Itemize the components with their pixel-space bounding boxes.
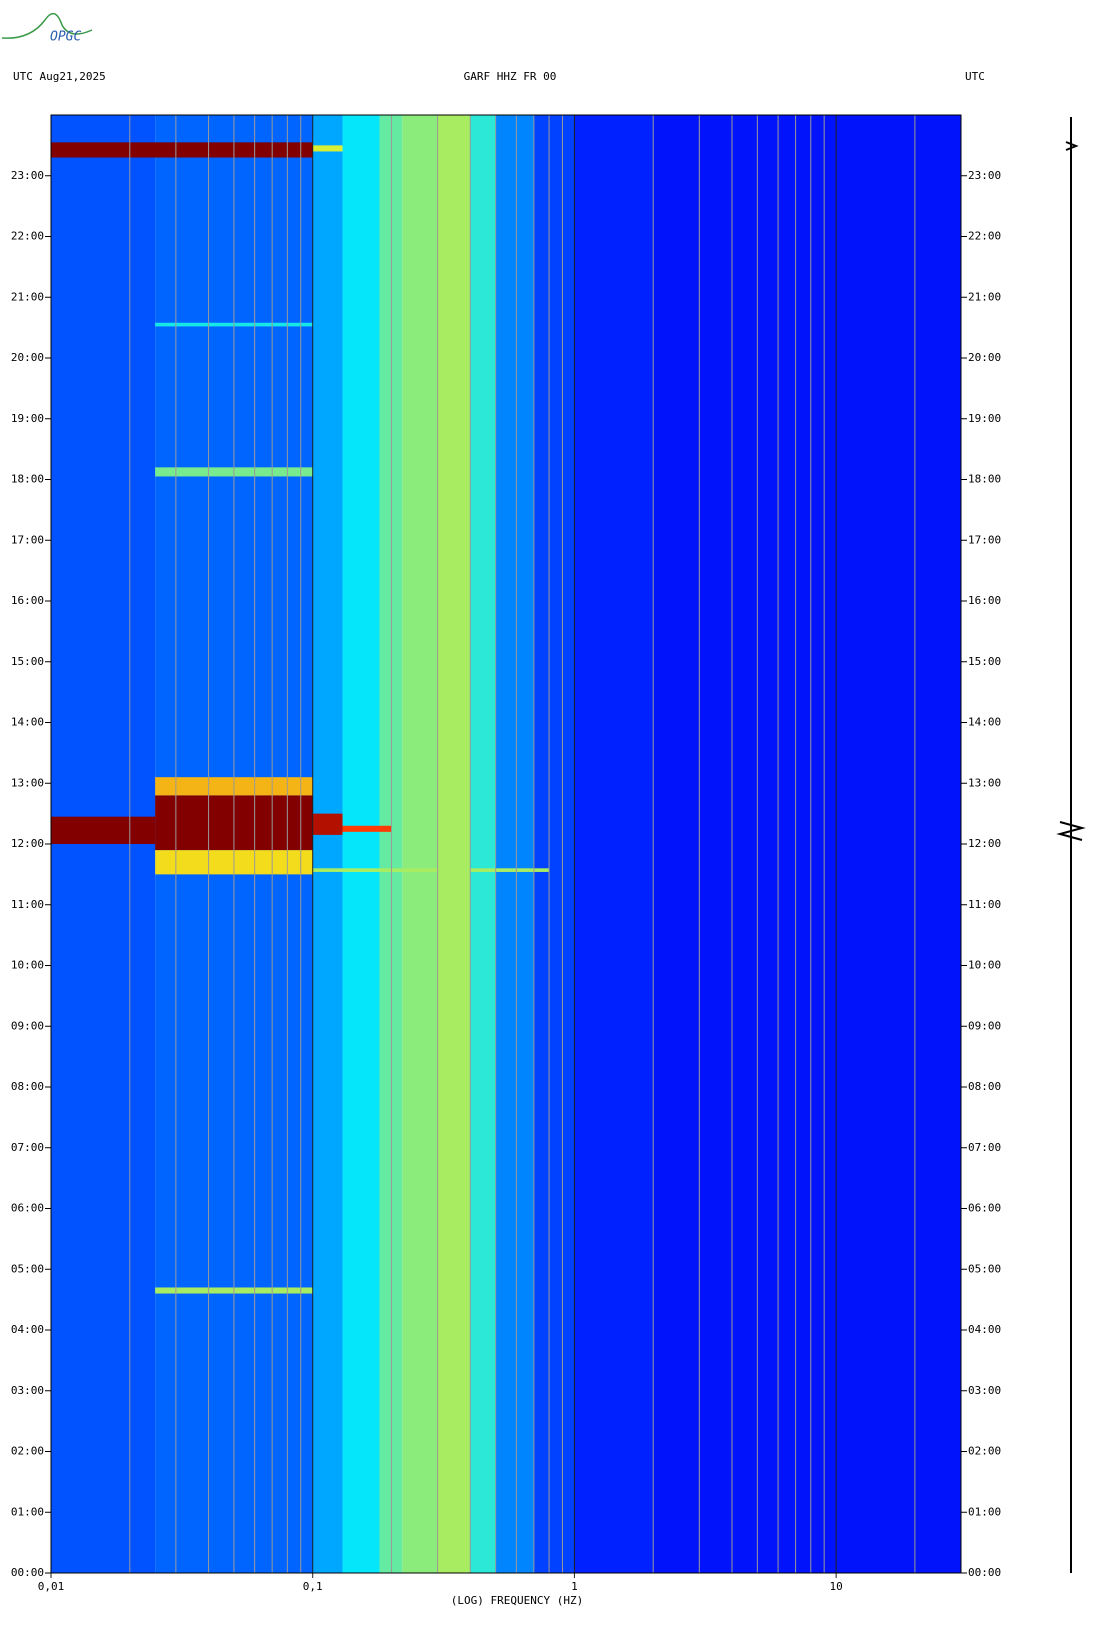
spectrum-column [470,115,496,1573]
plot-frame [50,114,962,1574]
spectrum-column [437,115,471,1573]
y-tick-label: 22:00 [11,230,44,243]
title-right: UTC [965,70,985,83]
y-tick-label: 09:00 [11,1019,44,1032]
y-tick-label: 00:00 [11,1566,44,1579]
y-tick-label-right: 19:00 [968,412,1001,425]
y-tick-label: 05:00 [11,1262,44,1275]
x-tick-label: 1 [571,1580,578,1593]
y-tick-label-right: 12:00 [968,837,1001,850]
y-tick-label: 19:00 [11,412,44,425]
y-tick-label: 14:00 [11,716,44,729]
y-tick-label-right: 22:00 [968,230,1001,243]
spectrum-column [653,115,961,1573]
y-tick-label-right: 08:00 [968,1080,1001,1093]
y-tick-label: 12:00 [11,837,44,850]
spectrum-event [312,868,550,872]
y-tick-label: 02:00 [11,1445,44,1458]
seismogram-trace [1056,117,1086,1573]
y-tick-label-right: 16:00 [968,594,1001,607]
y-tick-label-right: 23:00 [968,169,1001,182]
y-tick-label-right: 13:00 [968,776,1001,789]
spectrum-column [342,115,380,1573]
y-tick-label: 23:00 [11,169,44,182]
y-tick-label: 16:00 [11,594,44,607]
y-tick-label-right: 20:00 [968,351,1001,364]
y-tick-label-right: 04:00 [968,1323,1001,1336]
logo-mark [1,12,93,39]
title-left: UTC Aug21,2025 [13,70,106,83]
spectrum-event [342,825,392,832]
y-tick-label-right: 00:00 [968,1566,1001,1579]
x-axis-label: (LOG) FREQUENCY (HZ) [451,1594,583,1607]
chart-title: GARF HHZ FR 00 [464,70,557,83]
spectrum-event [51,142,313,158]
y-tick-label: 18:00 [11,473,44,486]
y-tick-label-right: 07:00 [968,1141,1001,1154]
spectrum-column [533,115,575,1573]
spectrum-column [495,115,534,1573]
y-tick-label: 01:00 [11,1505,44,1518]
x-tick-label: 0,01 [38,1580,65,1593]
y-tick-label-right: 05:00 [968,1262,1001,1275]
spectrum-column [312,115,343,1573]
y-tick-label: 08:00 [11,1080,44,1093]
spectrum-event [312,813,343,835]
y-tick-label-right: 01:00 [968,1505,1001,1518]
y-tick-label-right: 14:00 [968,716,1001,729]
spectrum-event [312,145,343,152]
y-tick-label: 21:00 [11,290,44,303]
y-tick-label-right: 11:00 [968,898,1001,911]
spectrum-column [402,115,438,1573]
y-tick-label: 06:00 [11,1202,44,1215]
spectrum-column [574,115,654,1573]
y-tick-label-right: 18:00 [968,473,1001,486]
x-tick-label: 10 [830,1580,843,1593]
y-tick-label: 17:00 [11,533,44,546]
y-tick-label: 04:00 [11,1323,44,1336]
y-tick-label-right: 10:00 [968,959,1001,972]
y-tick-label-right: 03:00 [968,1384,1001,1397]
y-tick-label: 20:00 [11,351,44,364]
y-tick-label-right: 15:00 [968,655,1001,668]
y-tick-label-right: 06:00 [968,1202,1001,1215]
x-tick-label: 0,1 [303,1580,323,1593]
y-tick-label-right: 09:00 [968,1019,1001,1032]
y-tick-label-right: 21:00 [968,290,1001,303]
y-tick-label-right: 17:00 [968,533,1001,546]
y-tick-label: 11:00 [11,898,44,911]
y-tick-label: 03:00 [11,1384,44,1397]
y-tick-label-right: 02:00 [968,1445,1001,1458]
spectrum-event [51,816,156,844]
spectrum-column [379,115,403,1573]
logo: OPGC [50,30,81,45]
y-tick-label: 10:00 [11,959,44,972]
y-tick-label: 13:00 [11,776,44,789]
y-tick-label: 15:00 [11,655,44,668]
y-tick-label: 07:00 [11,1141,44,1154]
